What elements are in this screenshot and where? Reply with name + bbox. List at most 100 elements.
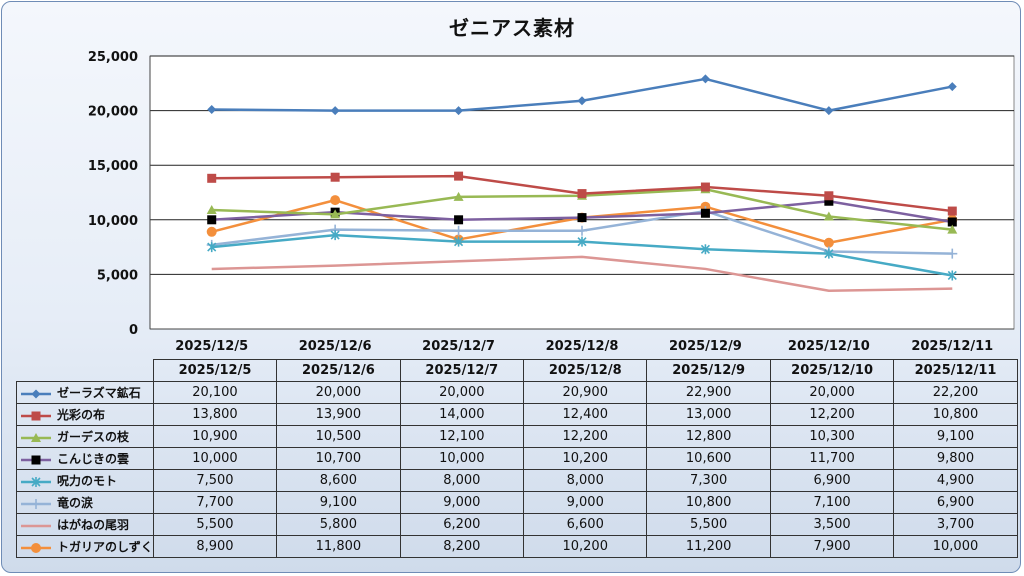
series-name: こんじきの雲 — [57, 452, 130, 466]
data-point — [700, 74, 710, 84]
table-cell: 10,800 — [893, 403, 1018, 426]
data-point — [824, 191, 834, 201]
data-point — [207, 173, 217, 183]
legend-label: ガーデスの枝 — [16, 425, 154, 448]
x-tick-label: 2025/12/10 — [788, 339, 870, 354]
table-row: こんじきの雲 10,000 10,700 10,000 10,200 10,600 11,7… — [16, 447, 1018, 470]
series-はがねの尾羽 — [211, 255, 953, 293]
x-tick-label: 2025/12/9 — [669, 339, 742, 354]
table-cell: 20,000 — [769, 381, 895, 404]
table-row: ガーデスの枝 10,900 10,500 12,100 12,200 12,800 10,3… — [16, 425, 1018, 448]
data-point — [206, 226, 217, 237]
y-tick-label: 10,000 — [88, 214, 138, 229]
table-row: トガリアのしずく 8,900 11,800 8,200 10,200 11,200 7,90… — [16, 535, 1018, 558]
table-cell: 12,100 — [399, 425, 525, 448]
table-cell: 5,500 — [152, 513, 278, 536]
table-cell: 10,000 — [893, 535, 1018, 558]
table-header-cell: 2025/12/7 — [399, 359, 525, 382]
table-cell: 5,800 — [276, 513, 401, 536]
data-point — [577, 213, 587, 223]
y-tick-label: 0 — [129, 323, 138, 338]
data-point — [454, 171, 464, 181]
data-point — [207, 242, 217, 253]
table-cell: 8,600 — [276, 469, 401, 492]
data-point — [947, 82, 957, 92]
table-cell: 10,000 — [399, 447, 525, 470]
legend-key-marker — [31, 476, 41, 487]
table-header-cell: 2025/12/5 — [152, 359, 278, 382]
table-row: 呪力のモト 7,500 8,600 8,000 8,000 7,300 6,900 4,900 — [16, 469, 1018, 492]
legend-label: こんじきの雲 — [16, 447, 154, 470]
legend-label: トガリアのしずく — [16, 535, 154, 558]
data-point — [453, 191, 464, 201]
table-cell: 7,500 — [152, 469, 278, 492]
table-cell: 6,600 — [523, 513, 648, 536]
table-cell: 3,700 — [893, 513, 1018, 536]
table-header-cell: 2025/12/9 — [646, 359, 771, 382]
table-cell: 22,200 — [893, 381, 1018, 404]
table-cell: 4,900 — [893, 469, 1018, 492]
table-cell: 7,900 — [769, 535, 895, 558]
y-tick-label: 15,000 — [88, 159, 138, 174]
table-cell: 12,200 — [769, 403, 895, 426]
legend-key — [21, 542, 51, 553]
table-cell: 10,900 — [152, 425, 278, 448]
data-point — [330, 106, 340, 116]
x-tick-label: 2025/12/5 — [175, 339, 248, 354]
data-point — [207, 215, 217, 225]
table-cell: 10,500 — [276, 425, 401, 448]
legend-key — [21, 411, 51, 420]
table-cell: 9,100 — [893, 425, 1018, 448]
data-point — [577, 96, 587, 106]
table-cell: 10,200 — [523, 447, 648, 470]
data-point — [823, 237, 834, 248]
y-tick-label: 25,000 — [88, 50, 138, 65]
series-name: 竜の涙 — [57, 496, 94, 510]
y-tick-label: 5,000 — [97, 268, 138, 283]
data-point — [454, 215, 464, 225]
table-cell: 8,900 — [152, 535, 278, 558]
legend-label: 光彩の布 — [16, 403, 154, 426]
table-row: 光彩の布 13,800 13,900 14,000 12,400 13,000 12,200… — [16, 403, 1018, 426]
table-header-cell: 2025/12/10 — [769, 359, 895, 382]
data-point — [947, 270, 957, 281]
series-呪力のモト — [207, 230, 957, 281]
data-point — [823, 211, 834, 221]
data-point — [947, 248, 958, 259]
table-row: はがねの尾羽 5,500 5,800 6,200 6,600 5,500 3,500 3,70… — [16, 513, 1018, 536]
table-cell: 6,200 — [399, 513, 525, 536]
table-cell: 14,000 — [399, 403, 525, 426]
data-table: 2025/12/5 2025/12/6 2025/12/7 2025/12/8 2025… — [16, 359, 1018, 558]
table-cell: 13,900 — [276, 403, 401, 426]
table-cell: 9,800 — [893, 447, 1018, 470]
legend-key — [21, 389, 51, 398]
table-cell: 9,100 — [276, 491, 401, 514]
table-cell: 20,100 — [152, 381, 278, 404]
table-cell: 8,200 — [399, 535, 525, 558]
table-cell: 7,300 — [646, 469, 771, 492]
legend-label: 竜の涙 — [16, 491, 154, 514]
x-tick-label: 2025/12/8 — [546, 339, 619, 354]
series-光彩の布 — [207, 171, 957, 216]
data-point — [824, 106, 834, 116]
legend-key — [21, 524, 51, 527]
table-header-row: 2025/12/5 2025/12/6 2025/12/7 2025/12/8 2025… — [17, 359, 1018, 382]
series-name: はがねの尾羽 — [57, 518, 130, 532]
table-cell: 10,200 — [523, 535, 648, 558]
data-point — [454, 106, 464, 116]
series-name: トガリアのしずく — [57, 540, 153, 554]
legend-key-marker — [31, 432, 41, 442]
data-point — [454, 236, 464, 247]
table-cell: 11,800 — [276, 535, 401, 558]
data-point — [947, 206, 957, 216]
table-cell: 10,700 — [276, 447, 401, 470]
table-cell: 9,000 — [399, 491, 525, 514]
legend-key-marker — [31, 389, 41, 398]
series-line — [211, 255, 953, 293]
legend-key — [21, 498, 51, 509]
data-point — [824, 248, 834, 259]
data-point — [207, 105, 217, 115]
table-header-cell: 2025/12/11 — [893, 359, 1018, 382]
table-cell: 20,000 — [276, 381, 401, 404]
